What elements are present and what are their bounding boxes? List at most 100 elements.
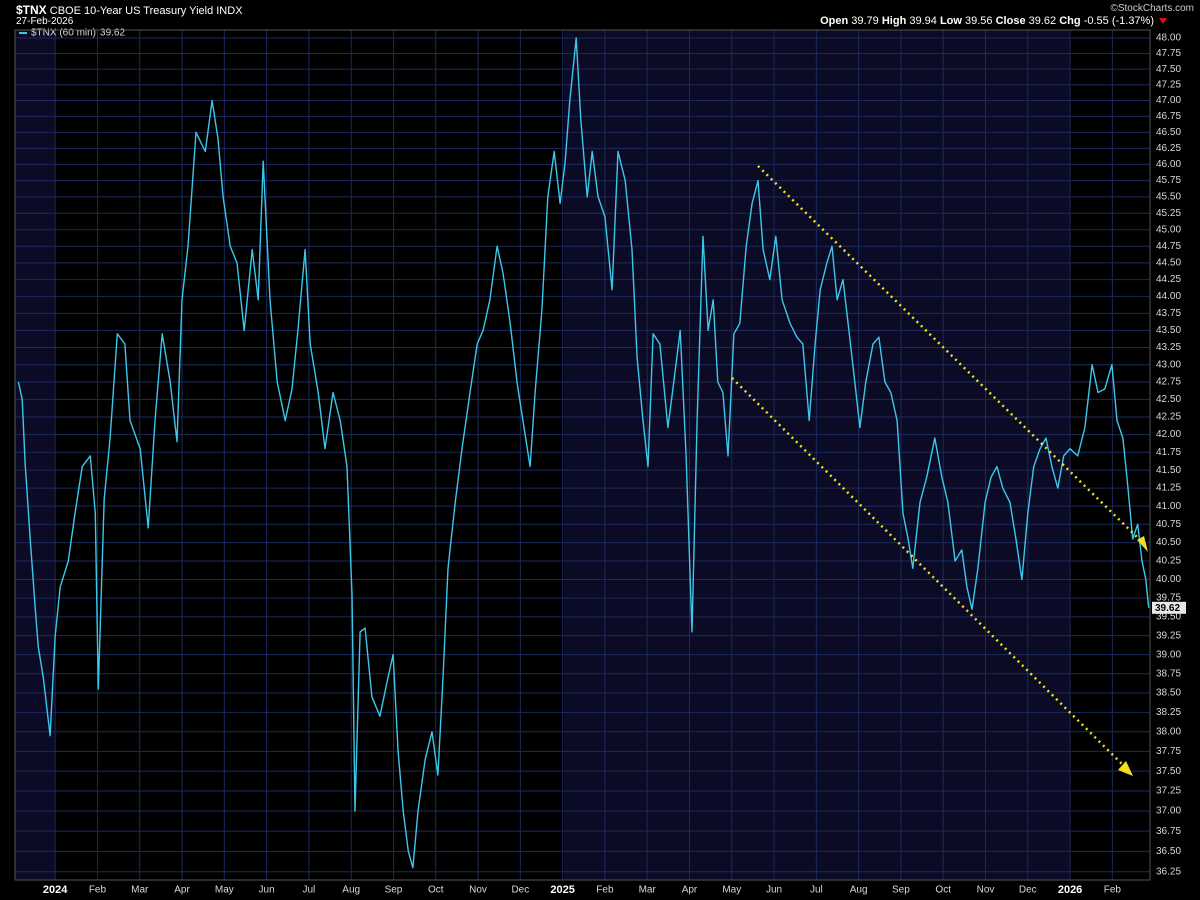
year-shade [15, 30, 55, 880]
x-tick-label: Sep [385, 885, 403, 896]
y-tick-label: 40.25 [1156, 556, 1181, 567]
y-tick-label: 46.25 [1156, 143, 1181, 154]
y-tick-label: 45.75 [1156, 175, 1181, 186]
y-tick-label: 40.00 [1156, 574, 1181, 585]
year-shade [564, 30, 1070, 880]
y-tick-label: 39.75 [1156, 593, 1181, 604]
y-tick-label: 45.25 [1156, 208, 1181, 219]
arrow-head [1118, 761, 1133, 776]
y-tick-label: 38.25 [1156, 707, 1181, 718]
quote-value: 39.62 [1028, 15, 1057, 27]
y-tick-label: 36.25 [1156, 866, 1181, 877]
y-tick-label: 41.75 [1156, 447, 1181, 458]
x-tick-label: Aug [342, 885, 360, 896]
y-tick-label: 46.75 [1156, 111, 1181, 122]
x-tick-label: Oct [428, 885, 444, 896]
y-tick-label: 46.50 [1156, 127, 1181, 138]
date: 27-Feb-2026 [16, 16, 74, 27]
y-tick-label: 43.75 [1156, 308, 1181, 319]
x-tick-label: Mar [639, 885, 657, 896]
quote-label: Close [995, 15, 1026, 27]
y-tick-label: 41.25 [1156, 483, 1181, 494]
x-tick-label: Apr [174, 885, 190, 896]
x-tick-label: Apr [682, 885, 698, 896]
x-tick-label: Feb [596, 885, 614, 896]
y-tick-label: 44.50 [1156, 258, 1181, 269]
x-tick-label: Feb [89, 885, 107, 896]
x-tick-label: 2025 [550, 884, 574, 896]
down-arrow [1159, 18, 1167, 24]
symbol: $TNX [16, 3, 47, 17]
y-tick-label: 47.75 [1156, 48, 1181, 59]
y-tick-label: 39.25 [1156, 630, 1181, 641]
quote-label: Low [939, 15, 962, 27]
y-tick-label: 43.50 [1156, 325, 1181, 336]
x-tick-label: Sep [892, 885, 910, 896]
quote-value: 39.94 [909, 15, 937, 27]
y-tick-label: 39.50 [1156, 611, 1181, 622]
x-tick-label: Jul [810, 885, 823, 896]
arrow-head [1137, 536, 1148, 552]
y-tick-label: 42.00 [1156, 429, 1181, 440]
x-tick-label: May [722, 885, 741, 896]
y-tick-label: 41.00 [1156, 501, 1181, 512]
last-value: 39.62 [1155, 603, 1180, 614]
y-tick-label: 37.50 [1156, 766, 1181, 777]
y-tick-label: 36.75 [1156, 826, 1181, 837]
y-tick-label: 42.75 [1156, 377, 1181, 388]
price-line [17, 37, 1150, 869]
x-tick-label: Jun [259, 885, 275, 896]
x-tick-label: Mar [131, 885, 149, 896]
title-line: $TNX CBOE 10-Year US Treasury Yield INDX [16, 3, 243, 17]
y-tick-label: 44.75 [1156, 241, 1181, 252]
y-tick-label: 42.50 [1156, 394, 1181, 405]
y-tick-label: 37.75 [1156, 746, 1181, 757]
x-tick-label: Nov [977, 885, 995, 896]
y-tick-label: 46.00 [1156, 159, 1181, 170]
y-tick-label: 38.75 [1156, 668, 1181, 679]
y-tick-label: 47.25 [1156, 79, 1181, 90]
x-tick-label: Jul [303, 885, 316, 896]
copyright: ©StockCharts.com [1110, 3, 1194, 14]
quote-value: 39.56 [965, 15, 993, 27]
trend-line [757, 165, 1141, 541]
plot-border [14, 29, 1151, 881]
y-tick-label: 43.00 [1156, 359, 1181, 370]
y-tick-label: 42.25 [1156, 412, 1181, 423]
x-tick-label: Nov [469, 885, 487, 896]
trend-channel [731, 165, 1141, 765]
legend-value: 39.62 [100, 28, 125, 39]
y-tick-label: 45.00 [1156, 224, 1181, 235]
quote-label: Chg [1059, 15, 1081, 27]
x-tick-label: Feb [1104, 885, 1122, 896]
x-tick-label: 2026 [1058, 884, 1082, 896]
quote-change: -0.55 (-1.37%) [1083, 15, 1154, 27]
x-tick-label: Dec [511, 885, 529, 896]
y-tick-label: 44.25 [1156, 274, 1181, 285]
x-tick-label: Aug [850, 885, 868, 896]
y-tick-label: 47.00 [1156, 95, 1181, 106]
x-tick-label: 2024 [43, 884, 68, 896]
y-tick-label: 47.50 [1156, 64, 1181, 75]
y-tick-label: 44.00 [1156, 291, 1181, 302]
quote-line: Open 39.79 High 39.94 Low 39.56 Close 39… [820, 15, 1154, 27]
x-tick-label: Dec [1019, 885, 1037, 896]
quote-label: High [881, 15, 907, 27]
legend-label: $TNX (60 min) [31, 28, 96, 39]
x-tick-label: Oct [935, 885, 951, 896]
trend-line [731, 377, 1123, 765]
y-tick-label: 38.50 [1156, 688, 1181, 699]
y-tick-label: 40.50 [1156, 537, 1181, 548]
last-value-box [1152, 601, 1186, 614]
y-tick-label: 40.75 [1156, 519, 1181, 530]
y-tick-label: 38.00 [1156, 726, 1181, 737]
y-tick-label: 39.00 [1156, 649, 1181, 660]
y-tick-label: 43.25 [1156, 342, 1181, 353]
y-tick-label: 48.00 [1156, 33, 1181, 44]
instrument-name: CBOE 10-Year US Treasury Yield INDX [49, 5, 243, 17]
y-tick-label: 41.50 [1156, 465, 1181, 476]
y-tick-label: 45.50 [1156, 192, 1181, 203]
y-tick-label: 37.00 [1156, 806, 1181, 817]
